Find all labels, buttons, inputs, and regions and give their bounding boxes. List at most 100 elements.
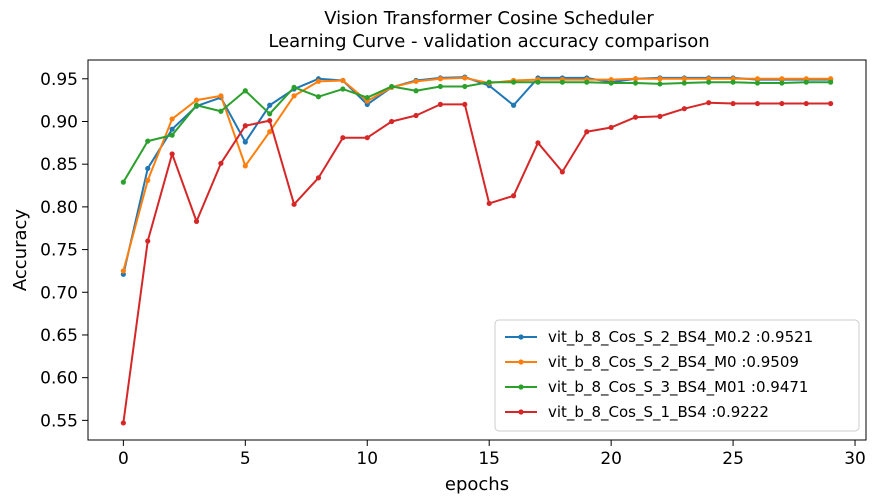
x-axis-ticks: 0 5 10 15 20 25 30 (118, 440, 866, 469)
data-point (828, 79, 834, 85)
data-point (218, 93, 224, 99)
legend-label: vit_b_8_Cos_S_1_BS4 :0.9222 (548, 403, 769, 422)
data-point (632, 114, 639, 120)
data-point (559, 169, 565, 175)
data-point (193, 218, 200, 224)
data-point (437, 83, 444, 90)
series-line (122, 76, 831, 272)
data-point (145, 177, 151, 184)
data-point (242, 163, 248, 169)
data-point (462, 75, 468, 81)
data-point (657, 113, 663, 119)
legend-label: vit_b_8_Cos_S_3_BS4_M01 :0.9471 (548, 378, 808, 397)
data-point (657, 76, 663, 82)
series-line (122, 81, 831, 183)
data-point (437, 76, 444, 82)
data-point (486, 79, 492, 85)
chart-subtitle: Learning Curve - validation accuracy com… (268, 31, 709, 52)
data-point (364, 135, 370, 141)
series-3 (120, 79, 834, 185)
data-point (242, 139, 248, 145)
series-line (122, 101, 831, 424)
x-tick-label: 25 (722, 449, 744, 469)
data-point (754, 80, 761, 86)
data-point (559, 79, 565, 85)
data-point (193, 102, 200, 108)
data-point (584, 129, 590, 135)
data-point (291, 84, 297, 90)
legend-marker (518, 409, 524, 415)
data-point (120, 179, 126, 185)
data-point (828, 100, 834, 107)
series-4 (120, 100, 834, 426)
data-point (803, 100, 809, 107)
data-point (120, 268, 126, 274)
legend-label: vit_b_8_Cos_S_2_BS4_M0.2 :0.9521 (548, 328, 813, 347)
data-point (169, 126, 175, 132)
data-point (657, 81, 663, 87)
legend-marker (518, 359, 524, 365)
data-point (754, 100, 761, 107)
data-point (145, 165, 151, 172)
data-point (730, 79, 736, 85)
data-point (632, 76, 639, 82)
data-point (681, 80, 687, 86)
data-point (779, 76, 785, 82)
data-point (437, 101, 444, 108)
x-tick-label: 10 (356, 449, 378, 469)
y-tick-label: 0.80 (40, 198, 78, 218)
data-point (145, 238, 151, 244)
data-point (267, 129, 273, 135)
y-axis-label: Accuracy (10, 209, 31, 292)
data-point (193, 97, 200, 103)
data-point (389, 118, 395, 125)
data-point (242, 88, 248, 94)
y-tick-label: 0.55 (40, 411, 78, 431)
data-point (389, 83, 395, 90)
data-point (169, 116, 175, 122)
data-point (706, 79, 712, 85)
data-point (413, 112, 419, 119)
chart-title: Vision Transformer Cosine Scheduler (324, 8, 654, 29)
legend-label: vit_b_8_Cos_S_2_BS4_M0 :0.9509 (548, 353, 799, 372)
data-point (340, 135, 346, 141)
data-point (340, 77, 346, 84)
y-tick-label: 0.65 (40, 326, 78, 346)
data-point (608, 124, 614, 131)
y-tick-label: 0.70 (40, 283, 78, 303)
data-point (510, 102, 517, 108)
data-point (535, 140, 541, 146)
data-point (291, 93, 297, 99)
data-point (632, 80, 639, 86)
x-tick-label: 5 (240, 449, 251, 469)
series-layer (120, 74, 834, 426)
data-point (169, 151, 175, 157)
data-point (510, 79, 517, 85)
x-tick-label: 30 (844, 449, 866, 469)
legend: vit_b_8_Cos_S_2_BS4_M0.2 :0.9521 vit_b_8_… (494, 319, 860, 432)
y-tick-label: 0.60 (40, 369, 78, 389)
data-point (120, 420, 126, 426)
data-point (584, 79, 590, 85)
legend-box (494, 319, 860, 432)
x-tick-label: 0 (118, 449, 129, 469)
data-point (803, 79, 809, 85)
data-point (242, 123, 248, 129)
data-point (779, 100, 785, 107)
data-point (754, 76, 761, 82)
data-point (267, 111, 273, 117)
data-point (169, 132, 175, 138)
data-point (608, 80, 614, 86)
data-point (315, 78, 322, 84)
legend-marker (518, 384, 524, 390)
legend-marker (518, 334, 524, 340)
x-tick-label: 15 (478, 449, 500, 469)
y-axis-ticks: 0.55 0.60 0.65 0.70 0.75 0.80 0.85 0.90 0.95 (40, 70, 88, 431)
data-point (340, 86, 346, 92)
y-tick-label: 0.90 (40, 112, 78, 132)
data-point (681, 76, 687, 82)
data-point (267, 102, 273, 108)
data-point (218, 108, 224, 114)
y-tick-label: 0.75 (40, 241, 78, 261)
